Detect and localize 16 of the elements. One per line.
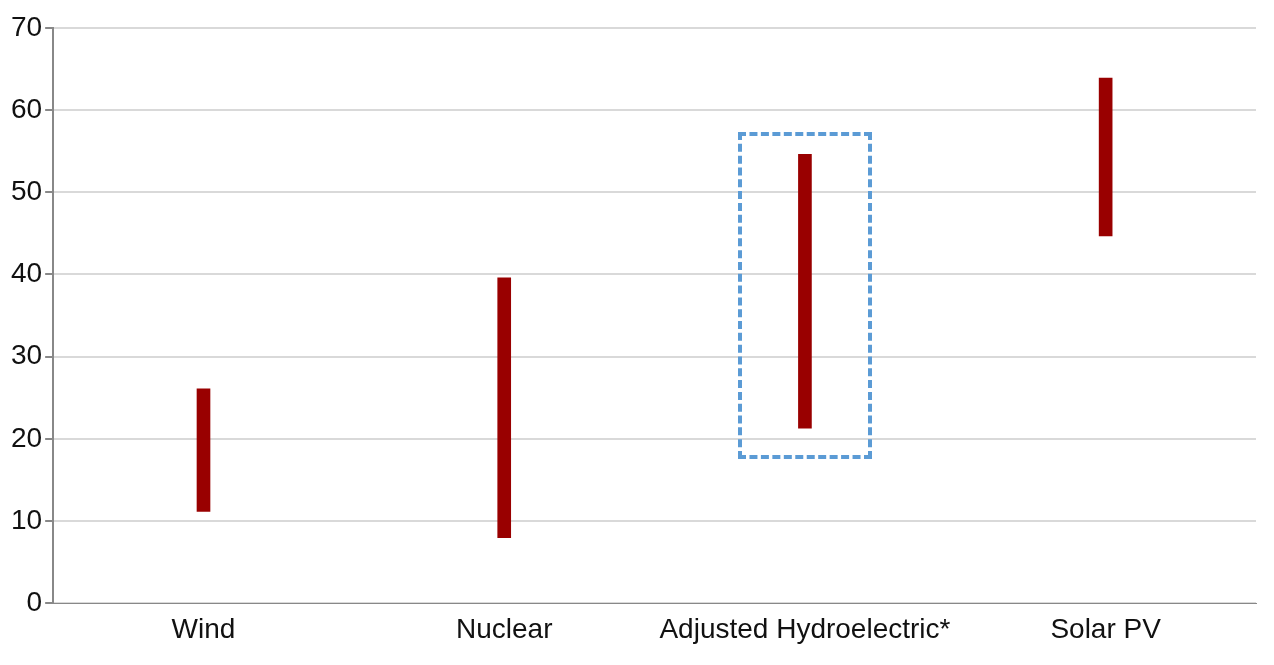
x-tick-label: Adjusted Hydroelectric* xyxy=(659,612,951,644)
x-tick-label: Wind xyxy=(171,612,236,644)
bar xyxy=(497,277,512,538)
bar xyxy=(1098,77,1113,237)
y-tick-label: 60 xyxy=(10,92,43,124)
bar xyxy=(196,388,211,512)
x-tick-label: Nuclear xyxy=(455,612,553,644)
bar xyxy=(798,154,812,429)
y-tick-label: 50 xyxy=(10,174,43,206)
y-tick-label: 0 xyxy=(26,586,43,618)
y-tick-label: 40 xyxy=(10,257,43,289)
y-tick-label: 20 xyxy=(10,421,43,453)
y-tick-label: 10 xyxy=(10,503,43,535)
y-tick-label: 70 xyxy=(10,10,43,42)
x-tick-label: Solar PV xyxy=(1050,612,1162,644)
y-tick-label: 30 xyxy=(10,339,43,371)
